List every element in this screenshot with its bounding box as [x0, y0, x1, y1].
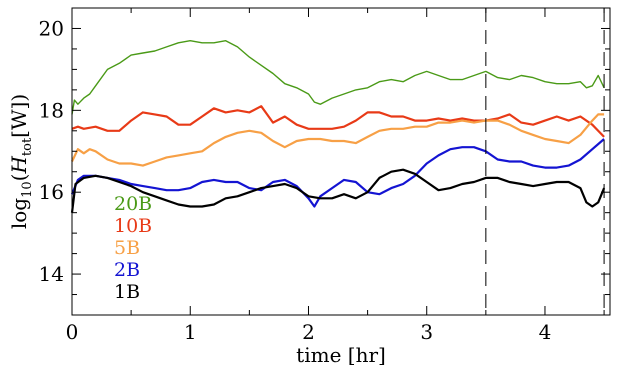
x-tick-label: 1 [184, 320, 197, 344]
legend-entry-10B: 10B [114, 215, 152, 237]
legend-entry-5B: 5B [114, 237, 140, 259]
axis-ticks [71, 8, 610, 315]
series-line-5B [71, 113, 605, 167]
y-title-log-base: 10 [20, 181, 35, 198]
legend-entry-2B: 2B [114, 259, 140, 281]
y-title-subscript: tot [20, 137, 35, 156]
y-tick-label: 20 [39, 16, 64, 40]
y-title-symbol: H [7, 156, 31, 175]
series-line-1B [70, 168, 606, 213]
reference-lines [485, 8, 605, 315]
y-tick-label: 14 [39, 262, 64, 286]
series-line-20B [71, 40, 605, 115]
x-tick-label: 0 [66, 320, 79, 344]
x-tick-label: 4 [539, 320, 552, 344]
plot-frame [71, 7, 611, 316]
legend-entry-20B: 20B [114, 193, 152, 215]
series-line-10B [71, 105, 605, 138]
series-line-2B [70, 138, 605, 208]
x-tick-label: 2 [302, 320, 315, 344]
y-tick-label: 16 [39, 180, 64, 204]
y-title-unit: [W]) [7, 94, 31, 138]
y-axis-title: log10(Htot[W]) [7, 94, 35, 229]
series-lines [70, 40, 606, 213]
x-tick-label: 3 [420, 320, 433, 344]
y-title-prefix: log [7, 198, 31, 229]
y-tick-label: 18 [39, 98, 64, 122]
y-title-open: ( [7, 174, 31, 182]
x-axis-title: time [hr] [296, 343, 386, 367]
legend-entry-1B: 1B [114, 281, 140, 303]
tick-labels: 0 1 2 3 4 14 16 18 20 [39, 16, 552, 344]
